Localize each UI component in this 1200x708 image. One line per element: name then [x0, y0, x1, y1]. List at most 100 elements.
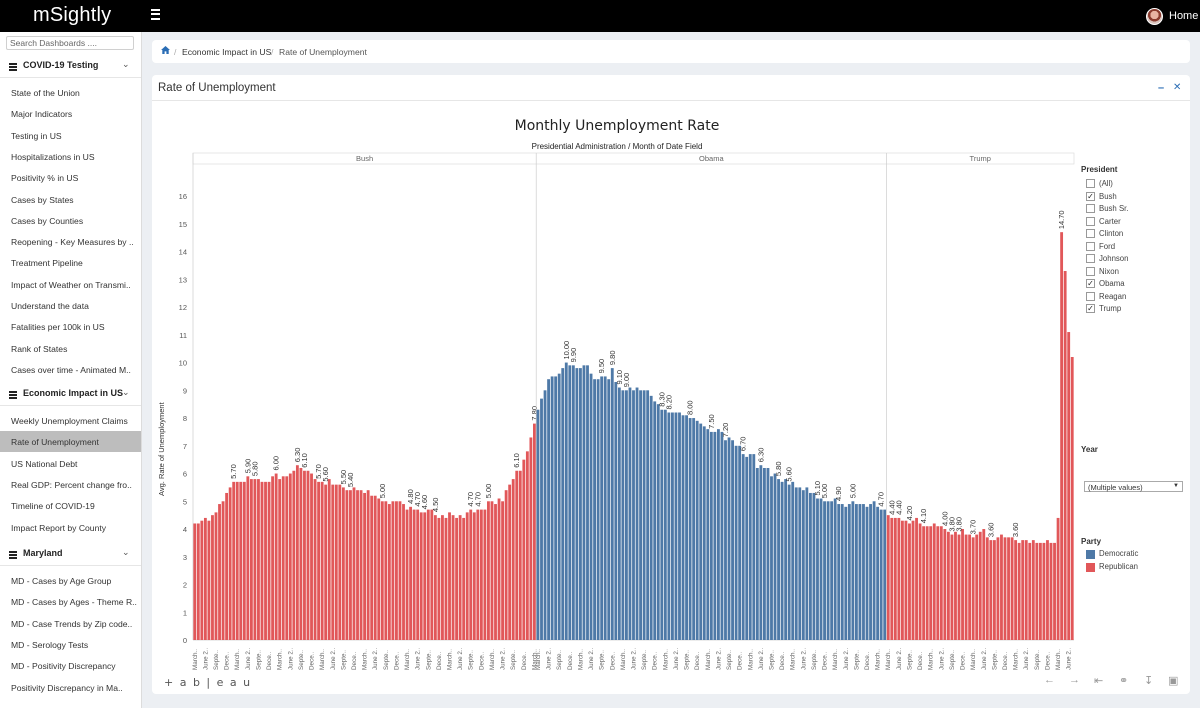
bar [529, 437, 533, 640]
sidebar-item[interactable]: Understand the data [11, 301, 89, 311]
x-tick-label: June 2.. [631, 647, 638, 670]
bar [472, 512, 476, 640]
bar [359, 490, 363, 640]
checkbox-icon[interactable]: ✓ [1086, 304, 1095, 313]
bar [214, 512, 218, 640]
x-tick-label: March.. [885, 649, 892, 670]
sidebar-item[interactable]: MD - Cases by Age Group [11, 576, 112, 586]
search-dashboards-input[interactable] [6, 36, 134, 50]
bar [571, 365, 575, 640]
bar [671, 412, 674, 640]
bar [632, 390, 635, 640]
checkbox-icon[interactable] [1086, 179, 1095, 188]
checkbox-icon[interactable]: ✓ [1086, 279, 1095, 288]
bar [370, 495, 374, 640]
breadcrumb-economic-impact[interactable]: Economic Impact in US [182, 47, 272, 57]
x-tick-label: Dece.. [478, 652, 485, 670]
user-avatar[interactable] [1146, 8, 1163, 25]
x-tick-label: March.. [577, 649, 584, 670]
sidebar-item[interactable]: Real GDP: Percent change fro.. [11, 479, 132, 490]
sidebar-item[interactable]: Treatment Pipeline [11, 258, 83, 269]
revert-icon[interactable]: ⇤ [1094, 675, 1104, 687]
bar [685, 415, 688, 640]
checkbox-icon[interactable]: ✓ [1086, 191, 1095, 201]
sidebar-item[interactable]: Weekly Unemployment Claims [11, 416, 128, 426]
sidebar-item[interactable]: MD - Case Trends by Zip code.. [11, 618, 133, 629]
msightly-logo[interactable]: mSightly [33, 4, 112, 26]
data-label: 4.70 [877, 492, 886, 507]
share-icon[interactable]: ⚭ [1119, 675, 1129, 687]
sidebar-item[interactable]: Impact of Weather on Transmi.. [11, 279, 131, 290]
x-tick-label: Septe.. [1034, 650, 1041, 670]
x-tick-label: June 2.. [981, 647, 988, 670]
bar [706, 429, 710, 640]
sidebar-item[interactable]: Reopening - Key Measures by .. [11, 237, 134, 248]
data-label: 9.80 [608, 351, 617, 366]
bar [808, 492, 812, 640]
y-tick-label: 15 [179, 220, 187, 229]
data-label: 5.90 [243, 459, 252, 474]
data-label: 8.20 [664, 395, 673, 410]
bar [320, 481, 324, 640]
bar [1053, 542, 1056, 640]
bar [522, 459, 526, 640]
checkbox-icon[interactable] [1086, 229, 1095, 238]
sidebar-item[interactable]: MD - Cases by Ages - Theme R.. [11, 597, 137, 608]
sidebar-item[interactable]: US National Debt [11, 458, 78, 469]
data-label: 4.70 [473, 492, 482, 507]
sidebar-item[interactable]: Major Indicators [11, 109, 73, 120]
year-dropdown[interactable]: (Multiple values) ▼ [1084, 481, 1183, 492]
sidebar-section-2[interactable]: Maryland ⌄ [0, 542, 141, 566]
president-option-label: Trump [1099, 304, 1122, 313]
bar [508, 484, 512, 640]
checkbox-icon[interactable] [1086, 266, 1095, 276]
tableau-logo[interactable]: + a b | e a u [164, 676, 252, 689]
breadcrumb-separator: / [174, 47, 177, 57]
sidebar-item[interactable]: Positivity Discrepancy in Ma.. [11, 682, 123, 693]
bar [1024, 540, 1028, 640]
sidebar-item[interactable]: Rank of States [11, 343, 68, 354]
undo-icon[interactable]: ← [1044, 674, 1055, 686]
y-tick-label: 10 [179, 359, 187, 368]
bar [395, 501, 398, 640]
bar [218, 504, 221, 640]
data-label: 4.80 [406, 489, 415, 504]
checkbox-icon[interactable] [1086, 291, 1095, 301]
sidebar-section-0[interactable]: COVID-19 Testing ⌄ [0, 54, 141, 78]
sidebar-item[interactable]: MD - Positivity Discrepancy [11, 661, 116, 672]
sidebar-item[interactable]: MD - Serology Tests [11, 639, 89, 650]
download-icon[interactable]: ↧ [1144, 675, 1154, 687]
redo-icon[interactable]: → [1069, 674, 1080, 686]
checkbox-icon[interactable] [1086, 254, 1095, 263]
sidebar-section-1[interactable]: Economic Impact in US ⌄ [0, 382, 141, 406]
data-label: 8.30 [657, 392, 666, 407]
home-link[interactable]: Home [1169, 10, 1199, 22]
sidebar-item[interactable]: Hospitalizations in US [11, 151, 95, 162]
sidebar-item[interactable]: Rate of Unemployment [0, 431, 141, 453]
sidebar-item[interactable]: State of the Union [11, 88, 80, 98]
bar [985, 537, 989, 640]
bar [1046, 540, 1049, 640]
checkbox-icon[interactable] [1086, 204, 1095, 213]
sidebar-item[interactable]: Cases by States [11, 194, 74, 205]
sidebar-item[interactable]: Testing in US [11, 130, 62, 141]
checkbox-icon[interactable] [1086, 241, 1095, 251]
sidebar-item[interactable]: Cases by Counties [11, 215, 84, 226]
hamburger-menu-icon[interactable] [151, 9, 160, 20]
sidebar-item[interactable]: Impact Report by County [11, 522, 107, 533]
sidebar-item[interactable]: Timeline of COVID-19 [11, 501, 95, 512]
checkbox-icon[interactable] [1086, 216, 1095, 226]
fullscreen-icon[interactable]: ▣ [1168, 675, 1179, 687]
bar [635, 387, 639, 640]
bar [525, 451, 529, 640]
sidebar-item[interactable]: Cases over time - Animated M.. [11, 364, 131, 375]
bar [932, 523, 936, 640]
bar [303, 470, 306, 640]
sidebar-item[interactable]: Fatalities per 100k in US [11, 322, 105, 333]
close-icon[interactable]: ✕ [1173, 82, 1182, 93]
sidebar-item[interactable]: Positivity % in US [11, 173, 79, 184]
year-filter-title: Year [1081, 445, 1098, 454]
home-icon[interactable] [161, 46, 170, 54]
bar [770, 476, 773, 640]
minus-icon[interactable]: – [1158, 82, 1165, 94]
